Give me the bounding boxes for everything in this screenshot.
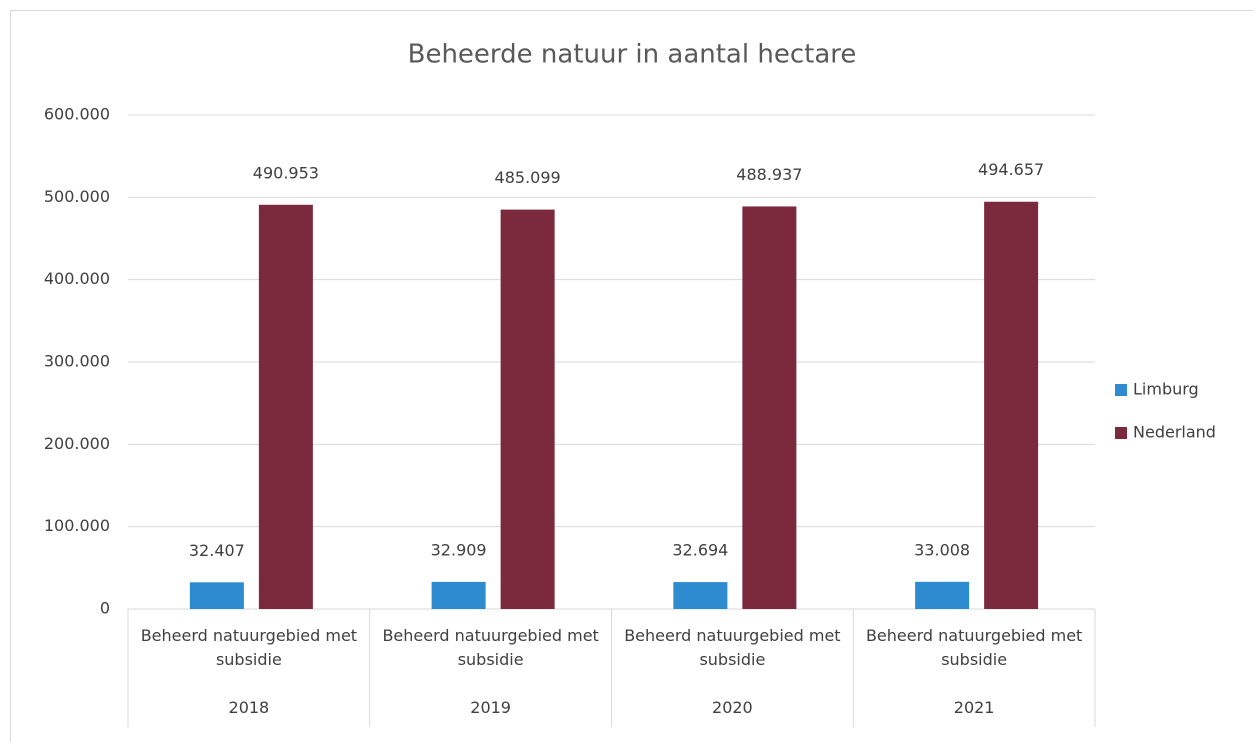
bar	[258, 204, 313, 609]
legend-swatch	[1115, 427, 1127, 439]
legend-label: Limburg	[1133, 380, 1199, 399]
data-label: 32.407	[189, 541, 245, 560]
x-tick-label: Beheerd natuurgebied met subsidie	[382, 626, 599, 669]
x-group-label: 2019	[470, 698, 511, 717]
chart-title: Beheerde natuur in aantal hectare	[408, 40, 857, 70]
bar	[742, 206, 797, 609]
x-tick-label: Beheerd natuurgebied met subsidie	[140, 626, 358, 669]
y-tick-label: 100.000	[44, 516, 110, 535]
bar	[915, 581, 970, 609]
data-label: 488.937	[736, 165, 802, 184]
y-tick-label: 300.000	[44, 352, 110, 371]
data-label: 494.657	[978, 160, 1044, 179]
y-tick-label: 400.000	[44, 269, 110, 288]
data-label: 32.909	[431, 540, 487, 559]
data-label: 32.694	[672, 541, 728, 560]
bar	[431, 581, 486, 609]
x-group-label: 2020	[712, 698, 753, 717]
y-tick-label: 500.000	[44, 187, 110, 206]
y-tick-label: 0	[100, 599, 110, 618]
bar	[500, 209, 555, 610]
data-label: 485.099	[495, 168, 561, 187]
chart-border	[10, 10, 1253, 742]
data-label: 33.008	[914, 540, 970, 559]
x-tick-label: Beheerd natuurgebied met subsidie	[865, 626, 1083, 669]
bar	[984, 201, 1039, 609]
bar	[673, 582, 728, 609]
legend-swatch	[1115, 384, 1127, 396]
x-tick-label: Beheerd natuurgebied met subsidie	[624, 626, 841, 669]
x-group-label: 2018	[228, 698, 270, 717]
x-group-label: 2021	[953, 698, 995, 717]
legend-label: Nederland	[1133, 423, 1216, 442]
y-tick-label: 200.000	[44, 434, 110, 453]
y-tick-label: 600.000	[44, 105, 110, 124]
bar	[189, 582, 244, 609]
data-label: 490.953	[253, 163, 319, 182]
